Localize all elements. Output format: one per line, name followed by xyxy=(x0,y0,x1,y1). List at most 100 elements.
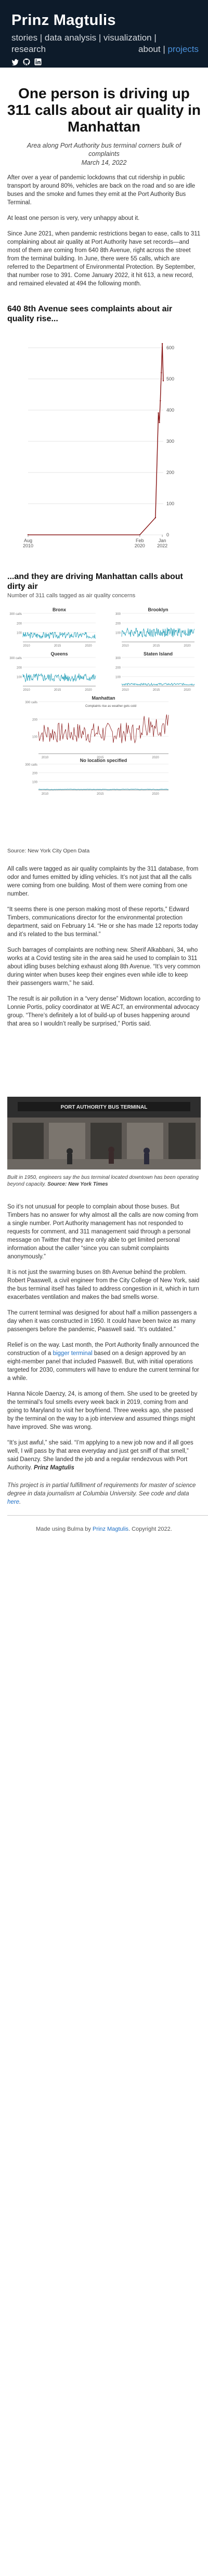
nav-about-link[interactable]: about xyxy=(138,44,161,54)
photo-caption-credit: Source: New York Times xyxy=(47,1181,108,1187)
author-signature: Prinz Magtulis xyxy=(33,1465,74,1471)
chart1-x-tick-label: Feb xyxy=(136,538,144,543)
chart2-x-tick-label: 2010 xyxy=(122,689,129,692)
chart1-x-tick-label: 2020 xyxy=(135,543,145,548)
paragraph-8: So it’s not unusual for people to compla… xyxy=(7,1204,199,1260)
paragraph-4: All calls were tagged as air quality com… xyxy=(7,866,199,897)
chart1-point xyxy=(161,372,162,374)
site-tagline: stories | data analysis | visualization … xyxy=(11,33,157,43)
chart2-y-tick-label: 100 xyxy=(32,781,38,784)
photo-block: PORT AUTHORITY BUS TERMINAL Built in 195… xyxy=(7,1097,201,1188)
chart1-point xyxy=(162,380,164,382)
chart-2: ...and they are driving Manhattan calls … xyxy=(7,572,201,823)
chart2-x-tick-label: 2010 xyxy=(42,793,49,796)
project-note: This project is in partial fulfillment o… xyxy=(7,1481,201,1506)
chart2-x-tick-label: 2020 xyxy=(152,793,159,796)
photo-sign-text: PORT AUTHORITY BUS TERMINAL xyxy=(61,1105,148,1110)
chart2-panel-title: Queens xyxy=(50,651,68,656)
chart2-series-line xyxy=(121,682,195,686)
paragraph-9: It is not just the swarming buses on 8th… xyxy=(7,1269,200,1300)
nav-projects-link[interactable]: projects xyxy=(167,44,199,54)
chart2-y-tick-label: 100 xyxy=(115,632,121,635)
chart2-panel-title: Bronx xyxy=(53,607,66,612)
chart2-x-tick-label: 2015 xyxy=(153,645,160,648)
chart2-series-line xyxy=(22,673,96,682)
chart1-x-tick-label: 2022 xyxy=(157,543,167,548)
chart2-x-tick-label: 2010 xyxy=(122,645,129,648)
code-data-link[interactable]: here xyxy=(7,1499,20,1505)
article-body-2: All calls were tagged as air quality com… xyxy=(7,858,201,1028)
chart2-y-tick-label: 100 xyxy=(32,736,38,739)
chart2-x-tick-label: 2015 xyxy=(97,793,104,796)
chart2-x-tick-label: 2010 xyxy=(23,645,30,648)
paragraph-13: “It’s just awful,” she said. “I’m applyi… xyxy=(7,1440,193,1471)
github-icon[interactable] xyxy=(23,58,30,65)
chart2-y-tick-label: 300 calls xyxy=(9,613,22,616)
chart2-y-tick-label: 300 calls xyxy=(25,764,37,767)
paragraph-7: The result is air pollution in a “very d… xyxy=(7,996,201,1027)
chart2-y-tick-label: 300 xyxy=(115,657,121,660)
chart2-x-tick-label: 2010 xyxy=(42,756,49,759)
chart2-x-tick-label: 2020 xyxy=(184,689,191,692)
paragraph-11: Relief is on the way. Last month, the Po… xyxy=(7,1342,199,1382)
made-with-text: Made using Bulma by Prinz Magtulis. Copy… xyxy=(36,1526,172,1532)
project-note-text: This project is in partial fulfillment o… xyxy=(7,1482,196,1505)
linkedin-icon[interactable] xyxy=(34,58,42,65)
bigger-terminal-link[interactable]: bigger terminal xyxy=(53,1350,93,1357)
chart1-point xyxy=(158,412,159,414)
chart1-point xyxy=(160,400,161,402)
paragraph-6: Such barrages of complaints are nothing … xyxy=(7,947,201,987)
chart1-y-tick-label: 400 xyxy=(166,408,174,413)
chart2-y-tick-label: 100 xyxy=(17,676,22,679)
nav-research-link[interactable]: research xyxy=(11,44,46,54)
chart2-panel-title: Brooklyn xyxy=(148,607,168,612)
footer-divider xyxy=(7,1515,208,1516)
chart2-series-line xyxy=(121,627,195,638)
chart1-x-tick-label: Aug xyxy=(24,538,32,543)
social-links xyxy=(11,58,197,65)
photo-caption-text: Built in 1950, engineers say the bus ter… xyxy=(7,1175,199,1187)
paragraph-1: After over a year of pandemic lockdowns … xyxy=(7,175,196,206)
chart2-y-tick-label: 300 calls xyxy=(25,701,37,704)
chart-2-heading: ...and they are driving Manhattan calls … xyxy=(7,572,183,591)
chart2-panel-title: Manhattan xyxy=(92,695,115,701)
chart1-y-tick-label: 0 xyxy=(166,532,169,537)
chart2-panel-title: No location specified xyxy=(80,758,127,763)
chart1-point xyxy=(154,517,157,519)
chart1-series-line xyxy=(28,344,164,535)
chart2-panel-title: Staten Island xyxy=(144,651,173,656)
chart1-y-tick-label: 100 xyxy=(166,501,174,506)
chart2-series-line xyxy=(22,632,96,639)
chart2-y-tick-label: 200 xyxy=(32,772,38,776)
chart-source-note: Source: New York City Open Data xyxy=(7,848,90,854)
chart1-x-tick-label: Jan xyxy=(159,538,166,543)
chart2-x-tick-label: 2020 xyxy=(152,756,159,759)
author-link[interactable]: Prinz Magtulis xyxy=(92,1526,129,1532)
chart2-x-tick-label: 2015 xyxy=(54,645,61,648)
chart2-y-tick-label: 300 xyxy=(115,613,121,616)
chart1-x-tick-label: 2010 xyxy=(23,543,33,548)
paragraph-12: Hanna Nicole Daenzy, 24, is among of the… xyxy=(7,1391,198,1430)
chart1-y-tick-label: 600 xyxy=(166,345,174,350)
chart2-x-tick-label: 2020 xyxy=(85,689,92,692)
chart2-y-tick-label: 300 calls xyxy=(9,657,22,660)
paragraph-2: At least one person is very, very unhapp… xyxy=(7,215,140,221)
chart-2-small-multiples: Bronx 300 calls 200 100 2010 2015 2020 Brooklyn… xyxy=(9,607,195,796)
chart2-x-tick-label: 2020 xyxy=(85,645,92,648)
chart-2-subtitle: Number of 311 calls tagged as air qualit… xyxy=(7,593,136,599)
article-body-3: So it’s not unusual for people to compla… xyxy=(7,1195,201,1472)
chart2-y-tick-label: 200 xyxy=(32,718,38,721)
chart2-x-tick-label: 2020 xyxy=(184,645,191,648)
twitter-icon[interactable] xyxy=(11,58,19,65)
article-date: March 14, 2022 xyxy=(81,159,127,166)
chart-source: Source: New York City Open Data xyxy=(7,845,201,854)
site-nav: research about | projects xyxy=(11,44,199,55)
article-headline: One person is driving up 311 calls about… xyxy=(7,85,201,135)
chart1-point xyxy=(159,422,160,424)
site-title[interactable]: Prinz Magtulis xyxy=(11,12,116,29)
article: One person is driving up 311 calls about… xyxy=(0,85,208,288)
paragraph-10: The current terminal was designed for ab… xyxy=(7,1310,197,1333)
chart-1: 640 8th Avenue sees complaints about air… xyxy=(7,304,201,558)
chart2-y-tick-label: 200 xyxy=(115,666,121,669)
paragraph-3: Since June 2021, when pandemic restricti… xyxy=(7,231,201,287)
